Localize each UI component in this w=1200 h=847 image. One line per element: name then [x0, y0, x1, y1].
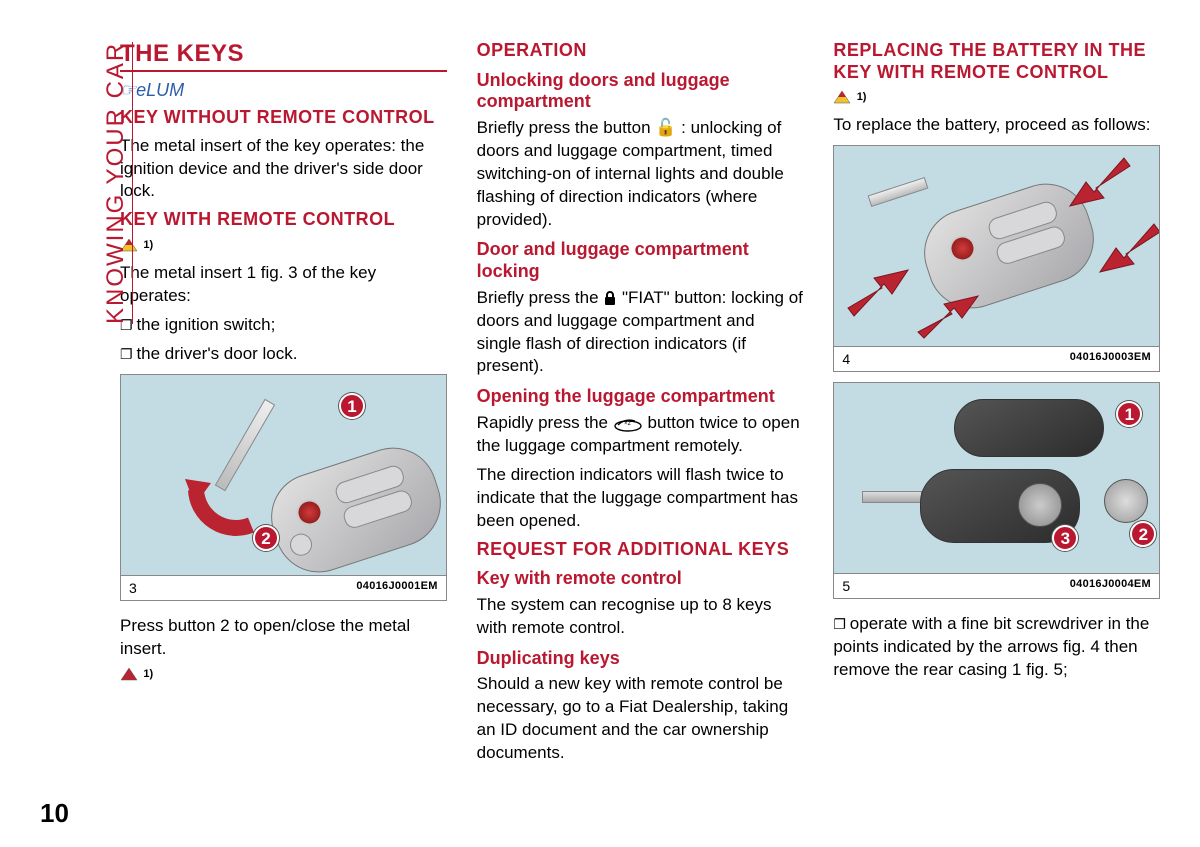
- callout-1: 1: [339, 393, 365, 419]
- locking-body: Briefly press the "FIAT" button: locking…: [477, 287, 804, 379]
- key-without-remote-body: The metal insert of the key operates: th…: [120, 135, 447, 204]
- key-without-remote-title: KEY WITHOUT REMOTE CONTROL: [120, 107, 447, 129]
- arrow-icon: [914, 294, 984, 344]
- arrow-icon: [1064, 152, 1134, 212]
- locking-title: Door and luggage compartment locking: [477, 239, 804, 282]
- arrow-icon: [1094, 218, 1159, 278]
- opening-luggage-body1: Rapidly press the ×2 button twice to ope…: [477, 412, 804, 458]
- lock-closed-icon: [603, 290, 617, 306]
- fig4-code: 04016J0003EM: [1070, 351, 1151, 367]
- unlocking-body: Briefly press the button 🔓 : unlocking o…: [477, 117, 804, 232]
- key-with-remote-title: KEY WITH REMOTE CONTROL: [120, 209, 447, 231]
- ignition-switch-bullet: the ignition switch;: [120, 314, 447, 337]
- duplicating-keys-body: Should a new key with remote control be …: [477, 673, 804, 765]
- figure-5: 1 2 3 5 04016J0004EM: [833, 382, 1160, 599]
- page-number: 10: [40, 798, 69, 829]
- fig3-code: 04016J0001EM: [356, 580, 437, 596]
- fig5-code: 04016J0004EM: [1070, 578, 1151, 594]
- column-2: OPERATION Unlocking doors and luggage co…: [477, 40, 804, 771]
- column-1: THE KEYS ☞eLUM KEY WITHOUT REMOTE CONTRO…: [120, 40, 447, 771]
- elum-icon: ☞eLUM: [120, 80, 447, 101]
- figure-4: 4 04016J0003EM: [833, 145, 1160, 372]
- opening-luggage-body2: The direction indicators will flash twic…: [477, 464, 804, 533]
- driver-door-lock-bullet: the driver's door lock.: [120, 343, 447, 366]
- warning-triangle-icon: [120, 667, 138, 681]
- callout-3: 3: [1052, 525, 1078, 551]
- callout-2: 2: [1130, 521, 1156, 547]
- screwdriver-step-body: operate with a fine bit screwdriver in t…: [833, 613, 1160, 682]
- callout-2: 2: [253, 525, 279, 551]
- key-with-remote-intro: The metal insert 1 fig. 3 of the key ope…: [120, 262, 447, 308]
- figure-3: 1 2 3 04016J0001EM: [120, 374, 447, 601]
- caution-triangle-icon: [833, 90, 851, 104]
- opening-luggage-title: Opening the luggage compartment: [477, 386, 804, 408]
- request-additional-keys-title: REQUEST FOR ADDITIONAL KEYS: [477, 539, 804, 561]
- up-to-8-keys-body: The system can recognise up to 8 keys wi…: [477, 594, 804, 640]
- fig4-number: 4: [842, 351, 850, 367]
- replacing-battery-title: REPLACING THE BATTERY IN THE KEY WITH RE…: [833, 40, 1160, 83]
- callout-1: 1: [1116, 401, 1142, 427]
- caution-note-1: 1): [120, 237, 447, 252]
- operation-title: OPERATION: [477, 40, 804, 62]
- key-with-remote-subtitle: Key with remote control: [477, 568, 804, 590]
- caution-note-2: 1): [833, 89, 1160, 104]
- fig5-number: 5: [842, 578, 850, 594]
- the-keys-title: THE KEYS: [120, 40, 447, 72]
- side-tab: KNOWING YOUR CAR: [102, 42, 133, 324]
- page-content: THE KEYS ☞eLUM KEY WITHOUT REMOTE CONTRO…: [0, 0, 1200, 791]
- replace-battery-intro: To replace the battery, proceed as follo…: [833, 114, 1160, 137]
- trunk-open-icon: ×2: [613, 416, 643, 432]
- unlocking-title: Unlocking doors and luggage compartment: [477, 70, 804, 113]
- column-3: REPLACING THE BATTERY IN THE KEY WITH RE…: [833, 40, 1160, 771]
- duplicating-keys-subtitle: Duplicating keys: [477, 648, 804, 670]
- svg-text:×2: ×2: [624, 421, 632, 427]
- fig3-number: 3: [129, 580, 137, 596]
- press-button-2-body: Press button 2 to open/close the metal i…: [120, 615, 447, 661]
- warning-note-1: 1): [120, 666, 447, 681]
- arrow-icon: [844, 266, 914, 326]
